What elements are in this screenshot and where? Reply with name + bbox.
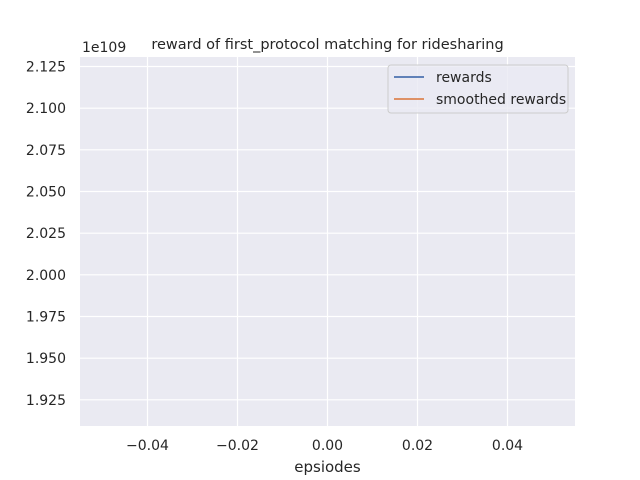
x-tick-label: −0.04 bbox=[126, 438, 169, 454]
grid-lines bbox=[80, 57, 575, 426]
x-axis-label: epsiodes bbox=[294, 458, 361, 476]
y-tick-label: 2.075 bbox=[26, 143, 66, 159]
y-tick-label: 1.950 bbox=[26, 351, 66, 367]
x-tick-label: −0.02 bbox=[216, 438, 259, 454]
legend: rewards smoothed rewards bbox=[387, 64, 569, 114]
y-tick-label: 2.000 bbox=[26, 268, 66, 284]
y-tick-label: 1.975 bbox=[26, 310, 66, 326]
legend-label-rewards: rewards bbox=[436, 70, 492, 86]
y-tick-label: 2.100 bbox=[26, 101, 66, 117]
x-tick-labels: −0.04 −0.02 0.00 0.02 0.04 bbox=[126, 438, 523, 454]
y-tick-labels: 1.925 1.950 1.975 2.000 2.025 2.050 2.075 2.100… bbox=[26, 60, 66, 409]
y-tick-label: 2.025 bbox=[26, 226, 66, 242]
x-tick-label: 0.04 bbox=[492, 438, 523, 454]
legend-label-smoothed-rewards: smoothed rewards bbox=[436, 92, 566, 108]
y-tick-label: 1.925 bbox=[26, 393, 66, 409]
y-tick-label: 2.125 bbox=[26, 60, 66, 76]
x-tick-label: 0.02 bbox=[402, 438, 433, 454]
x-tick-label: 0.00 bbox=[312, 438, 343, 454]
y-tick-label: 2.050 bbox=[26, 185, 66, 201]
y-offset-text: 1e109 bbox=[82, 40, 126, 56]
chart-title: reward of first_protocol matching for ri… bbox=[151, 37, 503, 53]
legend-box bbox=[387, 64, 569, 114]
